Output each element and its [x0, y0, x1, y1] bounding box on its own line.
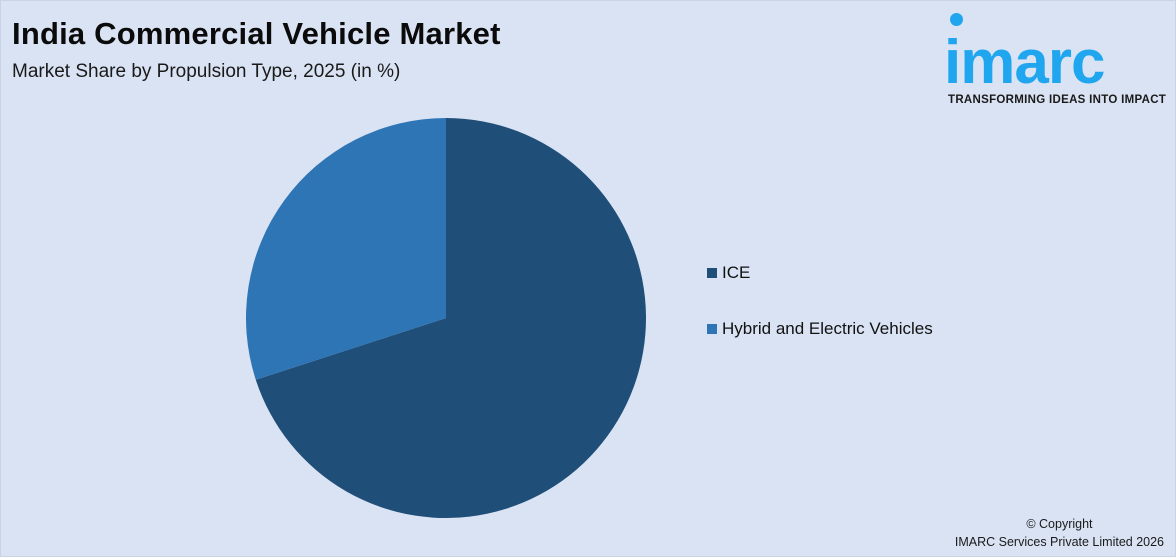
chart-title: India Commercial Vehicle Market	[12, 16, 501, 51]
legend-item-ice: ICE	[707, 262, 933, 284]
legend-label-hybrid-electric: Hybrid and Electric Vehicles	[722, 319, 933, 338]
chart-subtitle: Market Share by Propulsion Type, 2025 (i…	[12, 61, 401, 82]
legend-swatch-ice	[707, 268, 717, 278]
pie-slice-ice	[255, 118, 646, 518]
pie-slice-hybrid-and-electric-vehicles	[246, 118, 446, 380]
logo-tagline: TRANSFORMING IDEAS INTO IMPACT	[948, 94, 1167, 106]
logo-dot-icon	[950, 13, 963, 26]
pie-chart	[246, 118, 646, 518]
imarc-logo: imarc TRANSFORMING IDEAS INTO IMPACT	[944, 10, 1172, 110]
legend-swatch-hybrid-electric	[707, 324, 717, 334]
copyright: © Copyright IMARC Services Private Limit…	[955, 515, 1164, 551]
logo-wordmark: imarc	[944, 28, 1105, 97]
chart-legend: ICE Hybrid and Electric Vehicles	[707, 262, 933, 374]
copyright-line-1: © Copyright	[1026, 517, 1093, 531]
copyright-line-2: IMARC Services Private Limited 2026	[954, 535, 1164, 549]
legend-item-hybrid-electric: Hybrid and Electric Vehicles	[707, 318, 933, 340]
legend-label-ice: ICE	[722, 263, 751, 282]
